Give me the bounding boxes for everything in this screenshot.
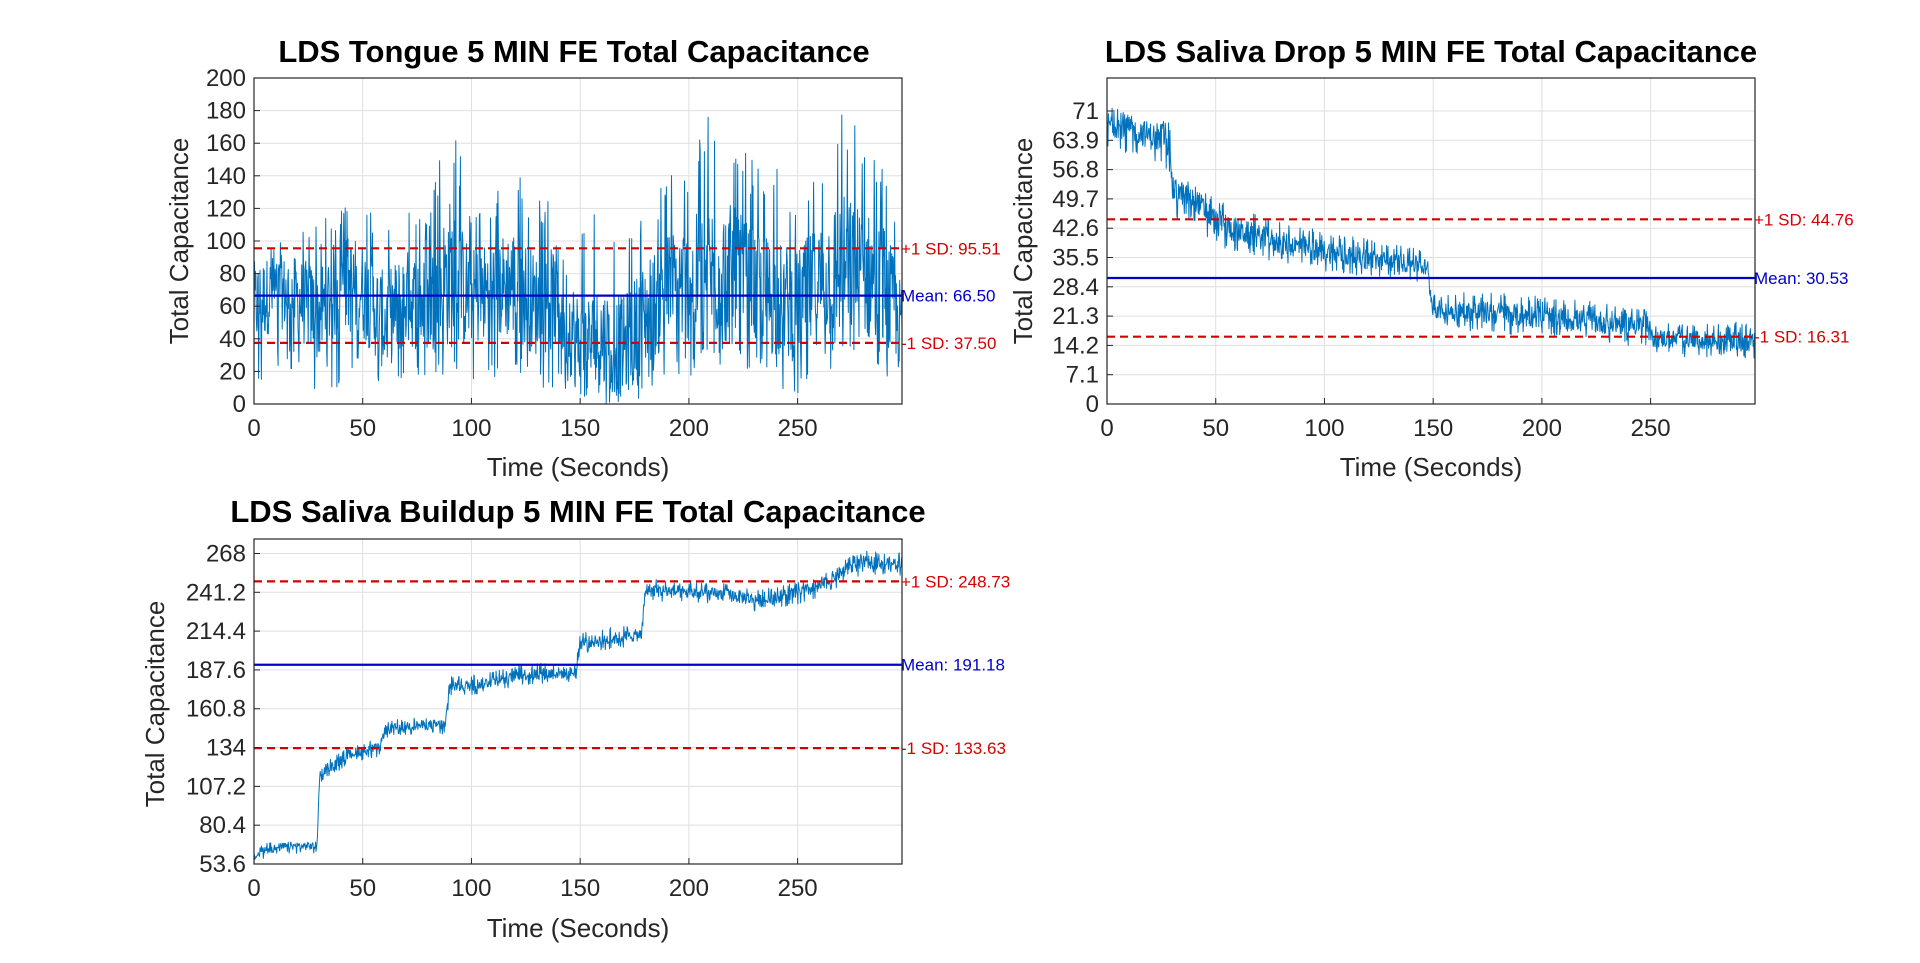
- mean-label: Mean: 66.50: [901, 287, 996, 306]
- y-tick-label: 53.6: [199, 851, 246, 878]
- x-tick-label: 50: [349, 875, 376, 902]
- x-tick-label: 50: [349, 415, 376, 442]
- chart-title: LDS Saliva Drop 5 MIN FE Total Capacitan…: [1105, 34, 1757, 69]
- y-tick-label: 100: [206, 228, 246, 255]
- chart-tongue: LDS Tongue 5 MIN FE Total Capacitance +1…: [164, 34, 1001, 482]
- y-axis-label: Total Capacitance: [140, 601, 170, 808]
- y-tick-label: 214.4: [186, 618, 246, 645]
- x-tick-label: 200: [669, 875, 709, 902]
- series: [1106, 107, 1756, 359]
- y-tick-label: 7.1: [1066, 362, 1099, 389]
- y-tick-label: 42.6: [1052, 215, 1099, 242]
- reference-lines: +1 SD: 95.51 Mean: 66.50 -1 SD: 37.50: [254, 239, 1001, 353]
- series: [253, 114, 903, 405]
- y-tick-label: 28.4: [1052, 274, 1099, 301]
- series-line: [253, 550, 903, 860]
- y-tick-label: 180: [206, 98, 246, 125]
- series: [253, 550, 903, 860]
- plot-area: [1107, 78, 1755, 404]
- x-axis-label: Time (Seconds): [487, 452, 670, 482]
- mean-label: Mean: 191.18: [901, 656, 1005, 675]
- x-tick-label: 250: [778, 415, 818, 442]
- x-tick-label: 200: [1522, 415, 1562, 442]
- y-tick-label: 140: [206, 163, 246, 190]
- x-tick-label: 150: [560, 875, 600, 902]
- y-tick-label: 14.2: [1052, 332, 1099, 359]
- x-ticks: 0 50 100 150 200 250: [247, 398, 818, 442]
- y-axis-label: Total Capacitance: [164, 138, 194, 345]
- sd-label: +1 SD: 248.73: [901, 572, 1010, 591]
- x-tick-label: 100: [451, 875, 491, 902]
- x-axis-label: Time (Seconds): [1340, 452, 1523, 482]
- chart-title: LDS Saliva Buildup 5 MIN FE Total Capaci…: [230, 494, 925, 529]
- x-axis-label: Time (Seconds): [487, 913, 670, 943]
- mean-label: Mean: 30.53: [1754, 269, 1849, 288]
- y-tick-label: 60: [219, 293, 246, 320]
- y-axis-label: Total Capacitance: [1008, 138, 1038, 345]
- x-tick-label: 100: [1304, 415, 1344, 442]
- y-tick-label: 21.3: [1052, 303, 1099, 330]
- y-tick-label: 241.2: [186, 579, 246, 606]
- y-tick-label: 134: [206, 735, 246, 762]
- y-tick-label: 49.7: [1052, 186, 1099, 213]
- chart-saliva-drop: LDS Saliva Drop 5 MIN FE Total Capacitan…: [1008, 34, 1854, 482]
- sd-label: +1 SD: 95.51: [901, 239, 1001, 258]
- y-tick-label: 80.4: [199, 812, 246, 839]
- y-ticks: 0 20 40 60 80 100 120 140 160 180 200: [206, 65, 260, 418]
- y-tick-label: 160: [206, 130, 246, 157]
- x-tick-label: 0: [247, 875, 260, 902]
- y-tick-label: 268: [206, 540, 246, 567]
- series-line: [1106, 107, 1756, 359]
- y-tick-label: 160.8: [186, 696, 246, 723]
- chart-saliva-buildup: LDS Saliva Buildup 5 MIN FE Total Capaci…: [140, 494, 1010, 943]
- axes-box: [1106, 77, 1756, 405]
- y-tick-label: 80: [219, 261, 246, 288]
- y-tick-label: 120: [206, 195, 246, 222]
- x-tick-label: 0: [1100, 415, 1113, 442]
- y-tick-label: 35.5: [1052, 245, 1099, 272]
- y-tick-label: 71: [1072, 98, 1099, 125]
- y-tick-label: 40: [219, 326, 246, 353]
- y-tick-label: 0: [1086, 391, 1099, 418]
- series-line: [253, 114, 903, 405]
- y-ticks: 53.6 80.4 107.2 134 160.8 187.6 214.4 241.2 268: [186, 540, 260, 878]
- y-tick-label: 187.6: [186, 657, 246, 684]
- y-tick-label: 0: [233, 391, 246, 418]
- x-tick-label: 50: [1202, 415, 1229, 442]
- x-tick-label: 250: [778, 875, 818, 902]
- y-tick-label: 200: [206, 65, 246, 92]
- sd-label: -1 SD: 37.50: [901, 334, 996, 353]
- x-tick-label: 0: [247, 415, 260, 442]
- y-tick-label: 107.2: [186, 773, 246, 800]
- x-tick-label: 200: [669, 415, 709, 442]
- x-tick-label: 250: [1631, 415, 1671, 442]
- sd-label: +1 SD: 44.76: [1754, 210, 1854, 229]
- axes-box: [253, 538, 903, 865]
- y-ticks: 07.1 14.221.328.435.5 42.649.756.8 63.971: [1052, 98, 1113, 418]
- x-ticks: 0 50 100 150 200 250: [247, 858, 818, 902]
- sd-label: -1 SD: 16.31: [1754, 328, 1849, 347]
- y-tick-label: 20: [219, 358, 246, 385]
- y-tick-label: 56.8: [1052, 157, 1099, 184]
- chart-title: LDS Tongue 5 MIN FE Total Capacitance: [278, 34, 869, 69]
- sd-label: -1 SD: 133.63: [901, 739, 1006, 758]
- x-tick-label: 150: [1413, 415, 1453, 442]
- x-tick-label: 150: [560, 415, 600, 442]
- x-tick-label: 100: [451, 415, 491, 442]
- reference-lines: +1 SD: 248.73 Mean: 191.18 -1 SD: 133.63: [254, 572, 1010, 758]
- y-tick-label: 63.9: [1052, 127, 1099, 154]
- x-ticks: 0 50 100 150 200 250: [1100, 398, 1671, 442]
- reference-lines: +1 SD: 44.76 Mean: 30.53 -1 SD: 16.31: [1107, 210, 1854, 347]
